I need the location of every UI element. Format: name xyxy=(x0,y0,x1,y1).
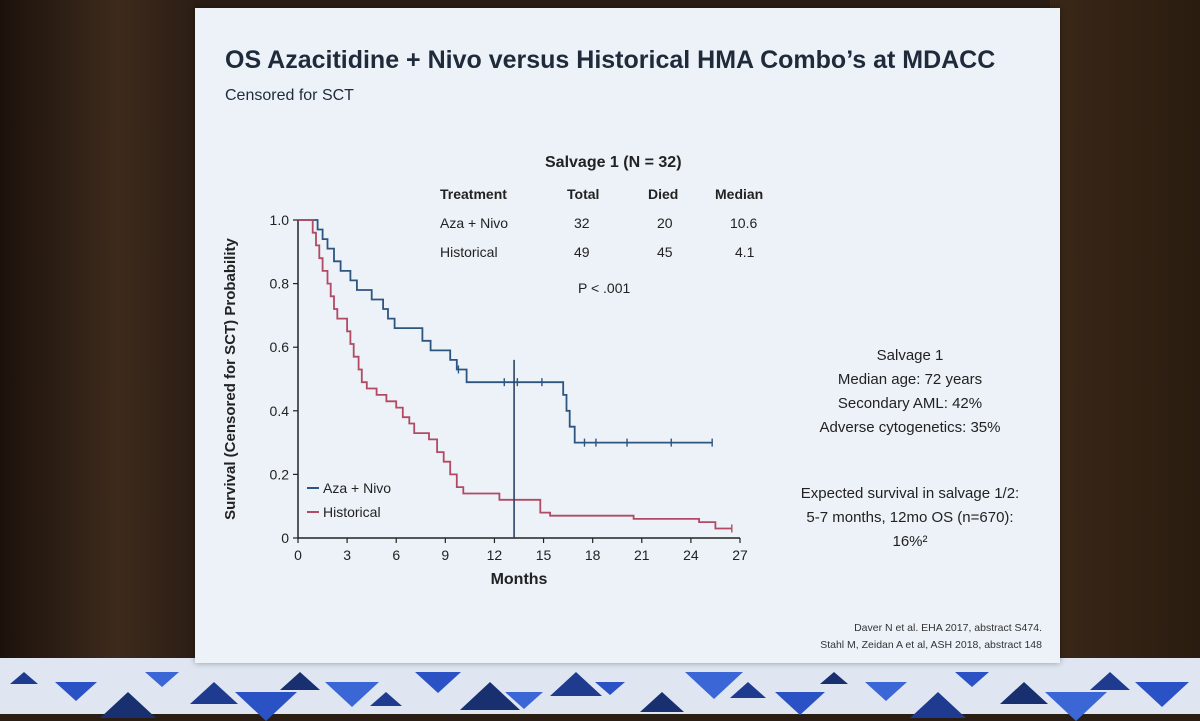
stage-curtain-left xyxy=(0,0,195,714)
slide-title: OS Azacitidine + Nivo versus Historical … xyxy=(225,46,996,74)
salvage-info: Salvage 1 Median age: 72 years Secondary… xyxy=(785,344,1035,440)
info-line: Expected survival in salvage 1/2: xyxy=(800,485,1020,502)
table-cell: Historical xyxy=(440,244,498,260)
chart-legend: Aza + Nivo Historical xyxy=(307,480,391,520)
info-line: Median age: 72 years xyxy=(837,371,983,388)
stage-curtain-right xyxy=(1050,0,1200,714)
decor-triangle xyxy=(505,692,543,709)
decor-triangle xyxy=(370,692,402,706)
legend-label: Historical xyxy=(323,504,381,520)
table-cell: 32 xyxy=(574,215,590,231)
decor-triangle xyxy=(190,682,238,704)
y-tick-label: 0.4 xyxy=(270,403,290,419)
table-title: Salvage 1 (N = 32) xyxy=(545,154,682,171)
info-line: Salvage 1 xyxy=(876,347,944,364)
info-line: Secondary AML: 42% xyxy=(837,395,983,412)
decor-triangle xyxy=(1045,692,1107,721)
decor-triangle xyxy=(775,692,825,715)
y-tick-label: 0.8 xyxy=(270,276,290,292)
decor-triangle xyxy=(865,682,907,701)
decor-triangle xyxy=(595,682,625,695)
table-cell: 20 xyxy=(657,215,673,231)
x-tick-label: 24 xyxy=(683,547,699,563)
expected-survival-info: Expected survival in salvage 1/2: 5-7 mo… xyxy=(785,482,1035,554)
decor-triangle xyxy=(640,692,684,712)
x-tick-label: 0 xyxy=(294,547,302,563)
decor-triangle xyxy=(145,672,179,687)
info-line: 16%² xyxy=(892,533,928,550)
p-value: P < .001 xyxy=(578,280,631,296)
x-tick-label: 27 xyxy=(732,547,748,563)
table-cell: 49 xyxy=(574,244,590,260)
table-header-treatment: Treatment xyxy=(440,186,507,202)
y-tick-label: 1.0 xyxy=(270,212,290,228)
table-cell: 4.1 xyxy=(735,244,755,260)
y-tick-label: 0.6 xyxy=(270,339,290,355)
decor-triangle xyxy=(100,692,156,718)
y-tick-label: 0 xyxy=(281,530,289,546)
decor-triangle xyxy=(820,672,848,684)
series-line-historical xyxy=(298,219,732,530)
x-tick-label: 6 xyxy=(392,547,400,563)
reference-line: Stahl M, Zeidan A et al, ASH 2018, abstr… xyxy=(820,639,1042,651)
chart-series xyxy=(298,219,733,538)
x-tick-label: 18 xyxy=(585,547,601,563)
references: Daver N et al. EHA 2017, abstract S474. … xyxy=(820,620,1042,654)
x-tick-label: 12 xyxy=(487,547,503,563)
x-tick-label: 15 xyxy=(536,547,552,563)
table-cell: 10.6 xyxy=(730,215,758,231)
decor-triangle xyxy=(1090,672,1130,690)
table-header-median: Median xyxy=(715,186,764,202)
table-header-total: Total xyxy=(567,186,600,202)
decor-triangle xyxy=(280,672,320,690)
info-line: Adverse cytogenetics: 35% xyxy=(819,419,1001,436)
table-header-died: Died xyxy=(648,186,679,202)
survival-chart: 0 3 6 9 12 15 18 21 24 27 0 0.2 0.4 0.6 0.8 1.0 Months Su… xyxy=(222,212,748,588)
decor-triangle xyxy=(550,672,602,696)
reference-line: Daver N et al. EHA 2017, abstract S474. xyxy=(854,622,1042,634)
decor-triangle xyxy=(55,682,97,701)
slide-subtitle: Censored for SCT xyxy=(225,87,354,104)
decor-triangle xyxy=(910,692,966,718)
decor-triangle xyxy=(730,682,766,698)
y-tick-label: 0.2 xyxy=(270,466,290,482)
x-tick-label: 21 xyxy=(634,547,650,563)
x-axis-title: Months xyxy=(491,571,548,588)
decor-triangle xyxy=(235,692,297,721)
legend-label: Aza + Nivo xyxy=(323,480,391,496)
decor-triangle xyxy=(1000,682,1048,704)
table-cell: 45 xyxy=(657,244,673,260)
chart-axes: 0 3 6 9 12 15 18 21 24 27 0 0.2 0.4 0.6 0.8 1.0 Months Su… xyxy=(222,212,748,588)
x-tick-label: 3 xyxy=(343,547,351,563)
decor-triangle xyxy=(1135,682,1189,707)
presentation-slide: OS Azacitidine + Nivo versus Historical … xyxy=(195,8,1060,663)
decor-triangle xyxy=(415,672,461,693)
series-line-aza-nivo xyxy=(298,219,713,444)
table-cell: Aza + Nivo xyxy=(440,215,509,231)
y-axis-title: Survival (Censored for SCT) Probability xyxy=(222,237,239,519)
info-line: 5-7 months, 12mo OS (n=670): xyxy=(806,509,1014,526)
decor-triangle xyxy=(10,672,38,684)
decor-triangle xyxy=(955,672,989,687)
x-tick-label: 9 xyxy=(441,547,449,563)
